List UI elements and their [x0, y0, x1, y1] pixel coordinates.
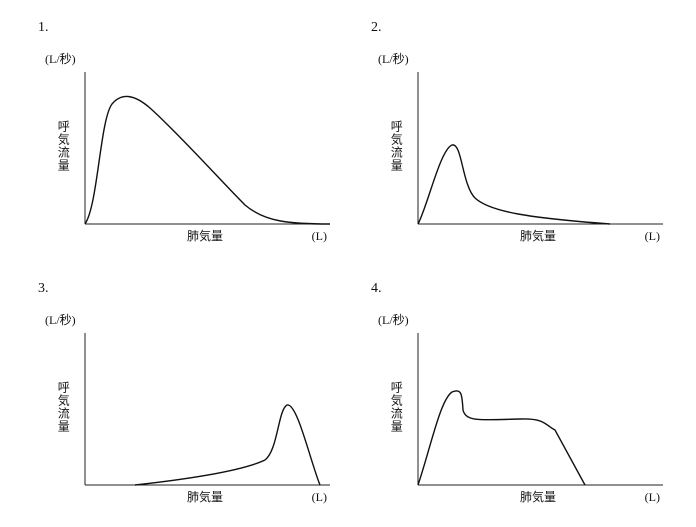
y-unit: (L/秒) [378, 52, 409, 66]
flow-curve [134, 404, 321, 486]
x-label: 肺気量 [520, 228, 556, 243]
x-unit: (L) [312, 229, 327, 243]
x-unit: (L) [312, 490, 327, 504]
x-unit: (L) [645, 490, 660, 504]
y-label: 呼気流量 [389, 120, 403, 172]
y-unit: (L/秒) [45, 313, 76, 327]
y-unit: (L/秒) [378, 313, 409, 327]
panel-number: 3. [38, 281, 49, 296]
y-label: 呼気流量 [389, 381, 403, 433]
y-unit: (L/秒) [45, 52, 76, 66]
flow-curve [417, 390, 586, 486]
y-label: 呼気流量 [56, 381, 70, 433]
panel-number: 4. [371, 281, 382, 296]
x-label: 肺気量 [520, 489, 556, 504]
x-unit: (L) [645, 229, 660, 243]
flow-curve [417, 144, 611, 225]
y-label: 呼気流量 [56, 120, 70, 172]
x-label: 肺気量 [187, 228, 223, 243]
panel-number: 1. [38, 20, 49, 35]
x-label: 肺気量 [187, 489, 223, 504]
flow-curve [84, 95, 331, 225]
panel-number: 2. [371, 20, 382, 35]
